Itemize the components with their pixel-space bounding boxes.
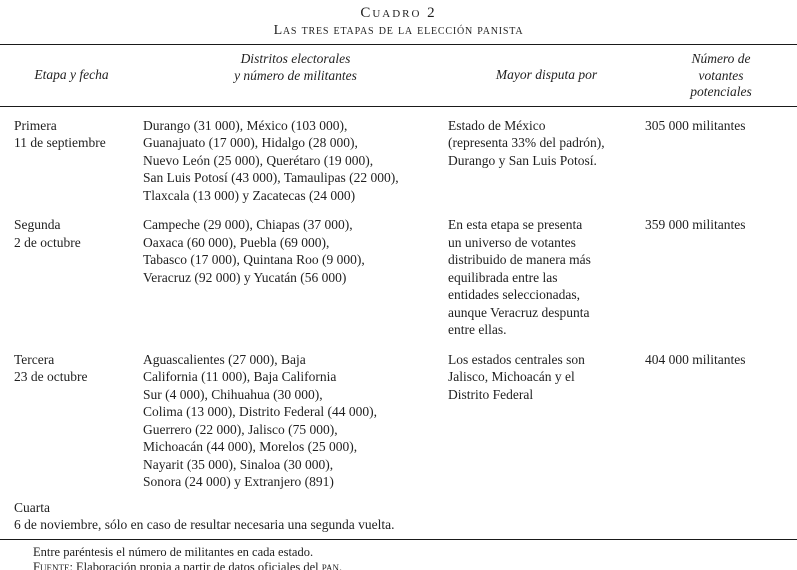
col-header-etapa-fecha: Etapa y fecha (0, 44, 143, 107)
cell-disputa: Los estados centrales son Jalisco, Micho… (448, 351, 585, 402)
table-row-primera: Primera 11 de septiembre Durango (31 000… (0, 106, 797, 216)
cell-votantes: 305 000 militantes (645, 117, 746, 133)
table-subtitle: Las tres etapas de la elección panista (273, 23, 524, 38)
table-number-title: Cuadro 2 (360, 5, 437, 21)
table-row-cuarta: Cuarta 6 de noviembre, sólo en caso de r… (0, 499, 797, 540)
col-header-votantes: Número de votantes potenciales (645, 44, 797, 107)
table-row-tercera: Tercera 23 de octubre Aguascalientes (27… (0, 351, 797, 499)
cell-cuarta-note: Cuarta 6 de noviembre, sólo en caso de r… (14, 499, 395, 533)
source-period: . (338, 560, 343, 570)
cell-etapa: Segunda 2 de octubre (14, 217, 81, 250)
cell-etapa: Primera 11 de septiembre (14, 117, 106, 151)
cell-votantes: 359 000 militantes (645, 217, 746, 232)
cell-votantes: 404 000 militantes (645, 351, 746, 367)
source-org-pan: pan (321, 560, 339, 570)
cell-distritos: Campeche (29 000), Chiapas (37 000), Oax… (143, 217, 365, 285)
col-header-mayor-disputa: Mayor disputa por (448, 44, 645, 107)
source-label: Fuente (33, 560, 70, 570)
note-source: Fuente: Elaboración propia a partir de d… (33, 560, 787, 570)
table-header-row: Etapa y fecha Distritos electorales y nú… (0, 44, 797, 107)
cell-etapa: Tercera 23 de octubre (14, 351, 88, 385)
cell-distritos: Aguascalientes (27 000), Baja California… (143, 351, 377, 490)
cell-disputa: En esta etapa se presenta un universo de… (448, 217, 591, 337)
col-header-distritos: Distritos electorales y número de milita… (143, 44, 448, 107)
etapas-eleccion-table: Etapa y fecha Distritos electorales y nú… (0, 44, 797, 540)
cell-distritos: Durango (31 000), México (103 000), Guan… (143, 117, 399, 203)
cell-disputa: Estado de México (representa 33% del pad… (448, 117, 605, 168)
table-row-segunda: Segunda 2 de octubre Campeche (29 000), … (0, 216, 797, 351)
source-text: : Elaboración propia a partir de datos o… (69, 560, 322, 570)
note-militantes: Entre paréntesis el número de militantes… (33, 544, 314, 559)
table-footnotes: Entre paréntesis el número de militantes… (0, 540, 797, 570)
